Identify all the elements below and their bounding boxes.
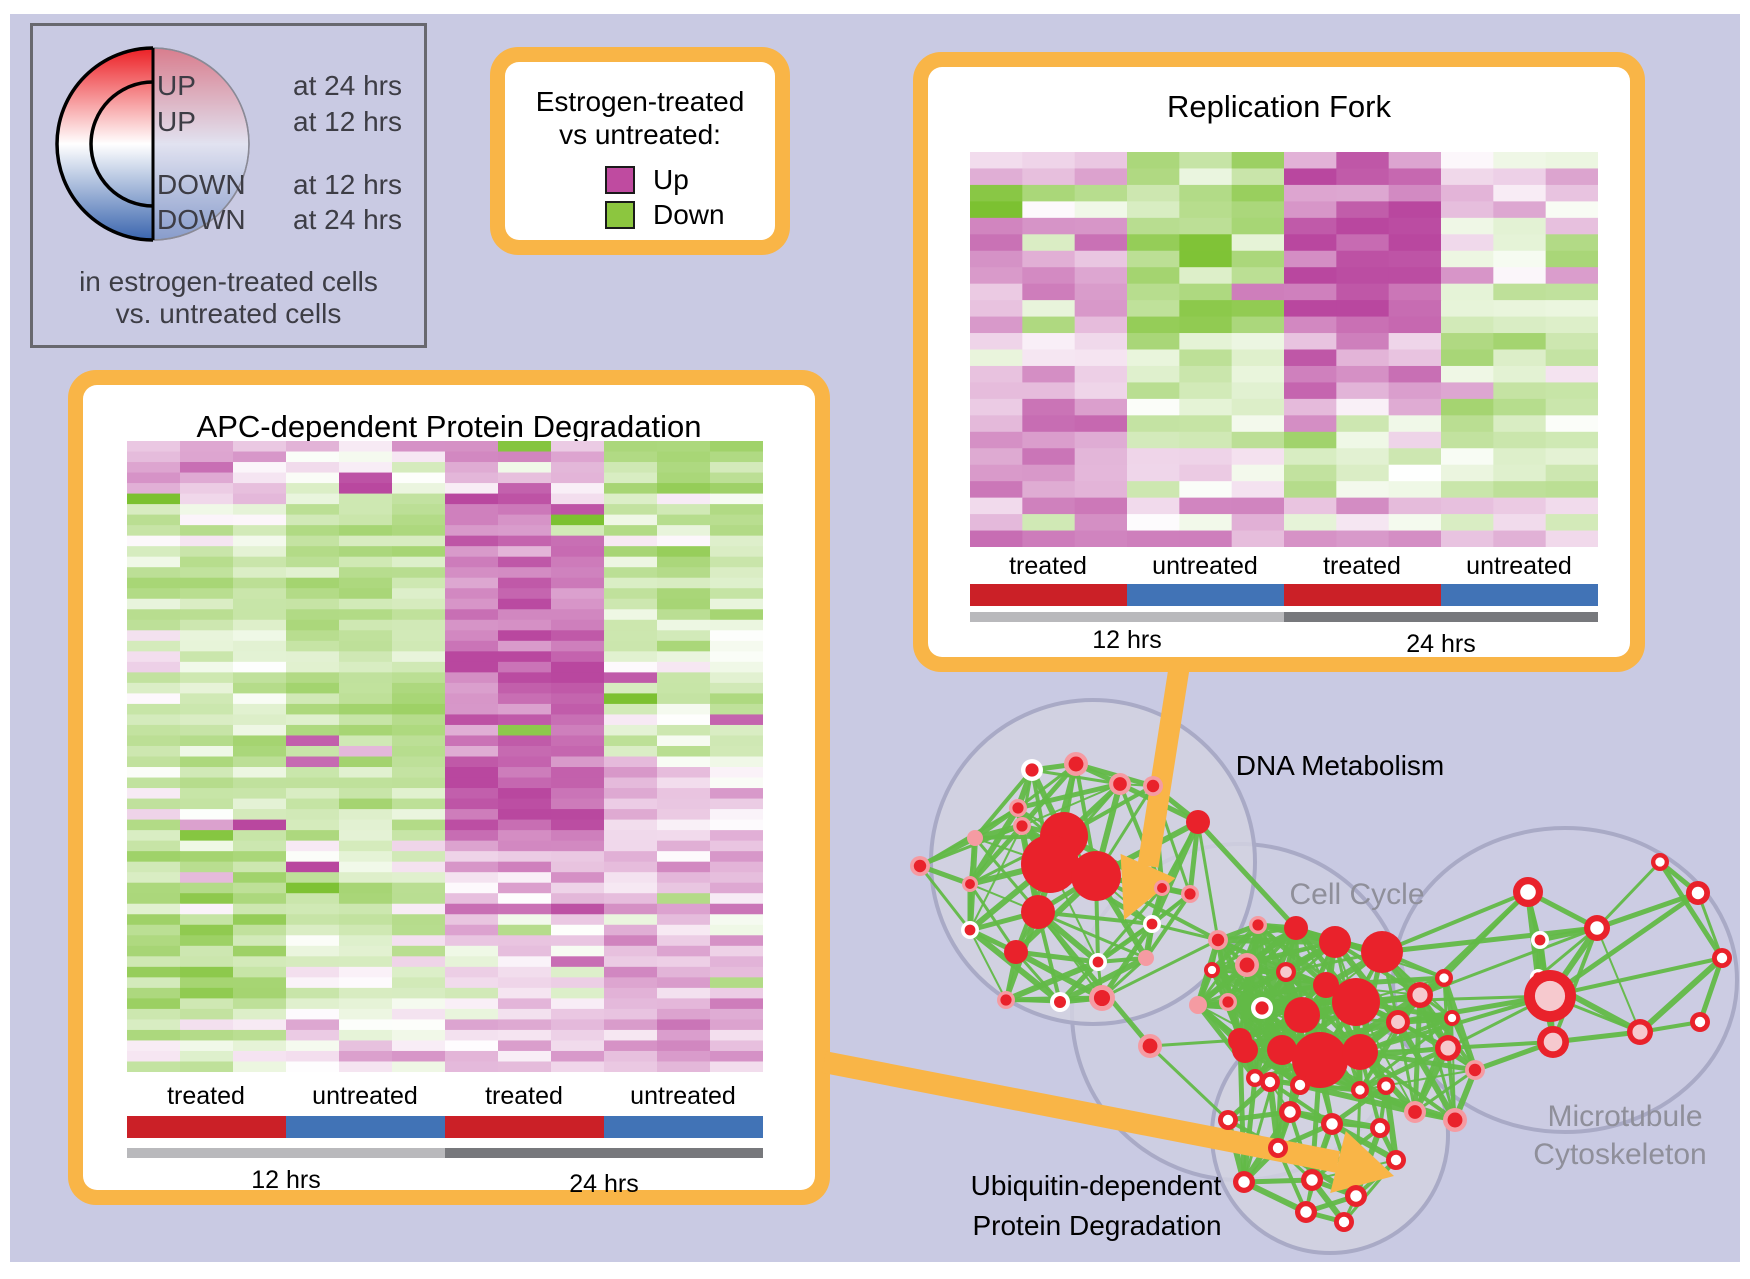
- repl-treated-bar-24: [1284, 584, 1441, 606]
- apc-24hrs-label: 24 hrs: [569, 1170, 639, 1198]
- ubiquitin-label-line1: Ubiquitin-dependent: [970, 1170, 1222, 1201]
- updown-gradient-circles-icon: [55, 42, 255, 246]
- apc-12hrs-bar: [127, 1148, 445, 1158]
- legend-down-12-word: DOWN: [157, 169, 246, 200]
- legend-item-down: Down: [605, 199, 725, 231]
- repl-group-label-treated-12: treated: [1009, 552, 1087, 580]
- legend-up-12-word: UP: [157, 106, 196, 137]
- repl-group-label-untreated-24: untreated: [1466, 552, 1572, 580]
- apc-group-label-untreated-24: untreated: [630, 1082, 736, 1110]
- updown-legend-inner: Estrogen-treated vs untreated: Up Down: [505, 62, 775, 240]
- repl-untreated-bar-12: [1127, 584, 1284, 606]
- apc-title: APC-dependent Protein Degradation: [196, 409, 702, 444]
- apc-panel: APC-dependent Protein Degradation: [68, 370, 830, 1205]
- apc-group-label-treated-24: treated: [485, 1082, 563, 1110]
- legend-up-12-time: at 12 hrs: [293, 106, 402, 137]
- repl-12hrs-bar: [970, 612, 1284, 622]
- repl-24hrs-label: 24 hrs: [1406, 630, 1476, 658]
- repl-12hrs-label: 12 hrs: [1092, 626, 1162, 654]
- legend-item-up: Up: [605, 164, 689, 196]
- legend-up-24-time: at 24 hrs: [293, 70, 402, 101]
- updown-legend-title-line1: Estrogen-treated: [535, 86, 745, 117]
- apc-group-label-treated-12: treated: [167, 1082, 245, 1110]
- repl-treated-bar-12: [970, 584, 1127, 606]
- microtubule-label-line2: Cytoskeleton: [1533, 1138, 1707, 1171]
- replication-fork-title: Replication Fork: [1167, 89, 1391, 124]
- legend-up-24-word: UP: [157, 70, 196, 101]
- repl-24hrs-bar: [1284, 612, 1598, 622]
- apc-untreated-bar-12: [286, 1116, 445, 1138]
- legend-down-24-word: DOWN: [157, 204, 246, 235]
- dna-metabolism-label: DNA Metabolism: [1235, 750, 1445, 781]
- cell-cycle-label: Cell Cycle: [1289, 878, 1425, 911]
- up-label: Up: [653, 164, 689, 195]
- ubiquitin-label-line2: Protein Degradation: [972, 1210, 1222, 1241]
- repl-group-label-treated-24: treated: [1323, 552, 1401, 580]
- legend-caption-line2: vs. untreated cells: [115, 298, 342, 329]
- legend-caption-line1: in estrogen-treated cells: [79, 266, 378, 297]
- repl-group-label-untreated-12: untreated: [1152, 552, 1258, 580]
- gradient-legend-box: UP at 24 hrs UP at 12 hrs DOWN at 12 hrs…: [30, 23, 427, 348]
- updown-legend-title-line2: vs untreated:: [559, 119, 721, 150]
- apc-untreated-bar-24: [604, 1116, 763, 1138]
- repl-untreated-bar-24: [1441, 584, 1598, 606]
- apc-panel-inner: APC-dependent Protein Degradation: [83, 385, 815, 1190]
- apc-treated-bar-12: [127, 1116, 286, 1138]
- microtubule-label-line1: Microtubule: [1547, 1100, 1703, 1133]
- legend-down-12-time: at 12 hrs: [293, 169, 402, 200]
- legend-down-24-time: at 24 hrs: [293, 204, 402, 235]
- apc-treated-bar-24: [445, 1116, 604, 1138]
- apc-24hrs-bar: [445, 1148, 763, 1158]
- down-color-swatch: [605, 201, 635, 229]
- updown-legend-box: Estrogen-treated vs untreated: Up Down: [490, 47, 790, 255]
- down-label: Down: [653, 199, 725, 230]
- apc-group-label-untreated-12: untreated: [312, 1082, 418, 1110]
- apc-12hrs-label: 12 hrs: [251, 1166, 321, 1194]
- up-color-swatch: [605, 166, 635, 194]
